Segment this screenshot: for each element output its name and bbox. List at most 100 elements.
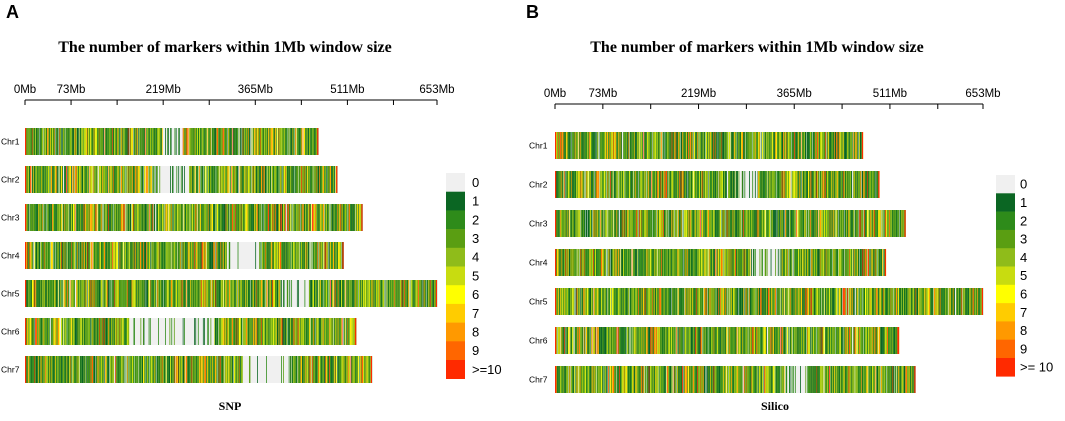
density-bin bbox=[807, 210, 808, 237]
chromosome-label: Chr4 bbox=[529, 258, 548, 268]
chromosome-end bbox=[336, 166, 337, 193]
chromosome-chr6: Chr6 bbox=[1, 318, 356, 345]
density-bin bbox=[151, 166, 152, 193]
density-bin bbox=[682, 249, 683, 276]
density-bin bbox=[336, 356, 337, 383]
density-bin bbox=[74, 166, 75, 193]
density-bin bbox=[165, 128, 166, 155]
density-bin bbox=[668, 210, 669, 237]
density-bin bbox=[123, 356, 124, 383]
density-bin bbox=[867, 210, 868, 237]
density-bin bbox=[837, 210, 838, 237]
density-bin bbox=[792, 249, 793, 276]
density-bin bbox=[85, 356, 86, 383]
chromosome-label: Chr2 bbox=[529, 180, 548, 190]
density-bin bbox=[108, 356, 109, 383]
density-bin bbox=[170, 242, 171, 269]
density-bin bbox=[138, 128, 139, 155]
density-bin bbox=[94, 356, 95, 383]
density-bin bbox=[750, 249, 751, 276]
density-bin bbox=[613, 210, 614, 237]
tick-label: 653Mb bbox=[419, 84, 454, 96]
density-bin bbox=[426, 280, 427, 307]
density-bin bbox=[61, 280, 62, 307]
legend-label: 2 bbox=[472, 212, 479, 227]
density-bin bbox=[674, 210, 675, 237]
density-bin bbox=[704, 132, 705, 159]
density-bin bbox=[197, 166, 198, 193]
density-bin bbox=[310, 356, 311, 383]
density-bin bbox=[744, 132, 745, 159]
chromosome-label: Chr5 bbox=[1, 289, 20, 299]
density-bin bbox=[150, 318, 151, 345]
density-bin bbox=[598, 171, 599, 198]
density-bin bbox=[270, 166, 271, 193]
chart-title: The number of markers within 1Mb window … bbox=[58, 39, 392, 56]
density-bin bbox=[49, 166, 50, 193]
density-bin bbox=[181, 166, 182, 193]
density-bin bbox=[735, 171, 736, 198]
density-bin bbox=[149, 280, 150, 307]
density-bin bbox=[265, 280, 266, 307]
density-bin bbox=[755, 249, 756, 276]
chromosome-label: Chr4 bbox=[1, 251, 20, 261]
density-bin bbox=[206, 166, 207, 193]
density-bin bbox=[252, 128, 253, 155]
density-bin bbox=[31, 166, 32, 193]
density-bin bbox=[186, 280, 187, 307]
density-bin bbox=[383, 280, 384, 307]
density-bin bbox=[881, 210, 882, 237]
density-bin bbox=[214, 242, 215, 269]
density-bin bbox=[145, 128, 146, 155]
tick-label: 511Mb bbox=[873, 88, 907, 100]
density-bin bbox=[642, 132, 643, 159]
density-bin bbox=[661, 132, 662, 159]
density-bin bbox=[291, 204, 292, 231]
density-bin bbox=[775, 249, 776, 276]
density-bin bbox=[210, 280, 211, 307]
density-bin bbox=[104, 356, 105, 383]
density-bin bbox=[385, 280, 386, 307]
density-bin bbox=[290, 242, 291, 269]
density-bin bbox=[176, 242, 177, 269]
legend-swatch bbox=[446, 210, 465, 229]
chromosome-label: Chr6 bbox=[1, 327, 20, 337]
legend-label: 1 bbox=[472, 194, 479, 209]
density-bin bbox=[790, 132, 791, 159]
density-bin bbox=[288, 128, 289, 155]
density-bin bbox=[238, 166, 239, 193]
density-bin bbox=[266, 356, 267, 383]
density-bin bbox=[148, 204, 149, 231]
density-bin bbox=[43, 204, 44, 231]
density-bin bbox=[125, 166, 126, 193]
density-bin bbox=[215, 166, 216, 193]
density-bin bbox=[800, 132, 801, 159]
density-bin bbox=[75, 204, 76, 231]
density-bin bbox=[195, 318, 196, 345]
tick-label: 511Mb bbox=[330, 84, 364, 96]
chromosome-label: Chr3 bbox=[529, 219, 548, 229]
legend-swatch bbox=[446, 248, 465, 267]
density-bin bbox=[222, 280, 223, 307]
chromosome-chr7: Chr7 bbox=[1, 356, 372, 383]
density-bin bbox=[744, 171, 745, 198]
density-bin bbox=[345, 318, 346, 345]
density-bin bbox=[178, 166, 179, 193]
density-bin bbox=[64, 128, 65, 155]
density-bin bbox=[315, 318, 316, 345]
density-bin bbox=[90, 318, 91, 345]
density-bin bbox=[776, 210, 777, 237]
density-bin bbox=[55, 242, 56, 269]
density-bin bbox=[333, 280, 334, 307]
density-bin bbox=[55, 128, 56, 155]
density-bin bbox=[708, 171, 709, 198]
chromosome-end bbox=[436, 280, 437, 307]
density-bin bbox=[311, 242, 312, 269]
density-bin bbox=[172, 204, 173, 231]
density-bin bbox=[154, 166, 155, 193]
density-bin bbox=[358, 280, 359, 307]
density-bin bbox=[323, 242, 324, 269]
density-bin bbox=[795, 210, 796, 237]
density-bin bbox=[49, 318, 50, 345]
panel-caption: SNP bbox=[219, 399, 242, 413]
